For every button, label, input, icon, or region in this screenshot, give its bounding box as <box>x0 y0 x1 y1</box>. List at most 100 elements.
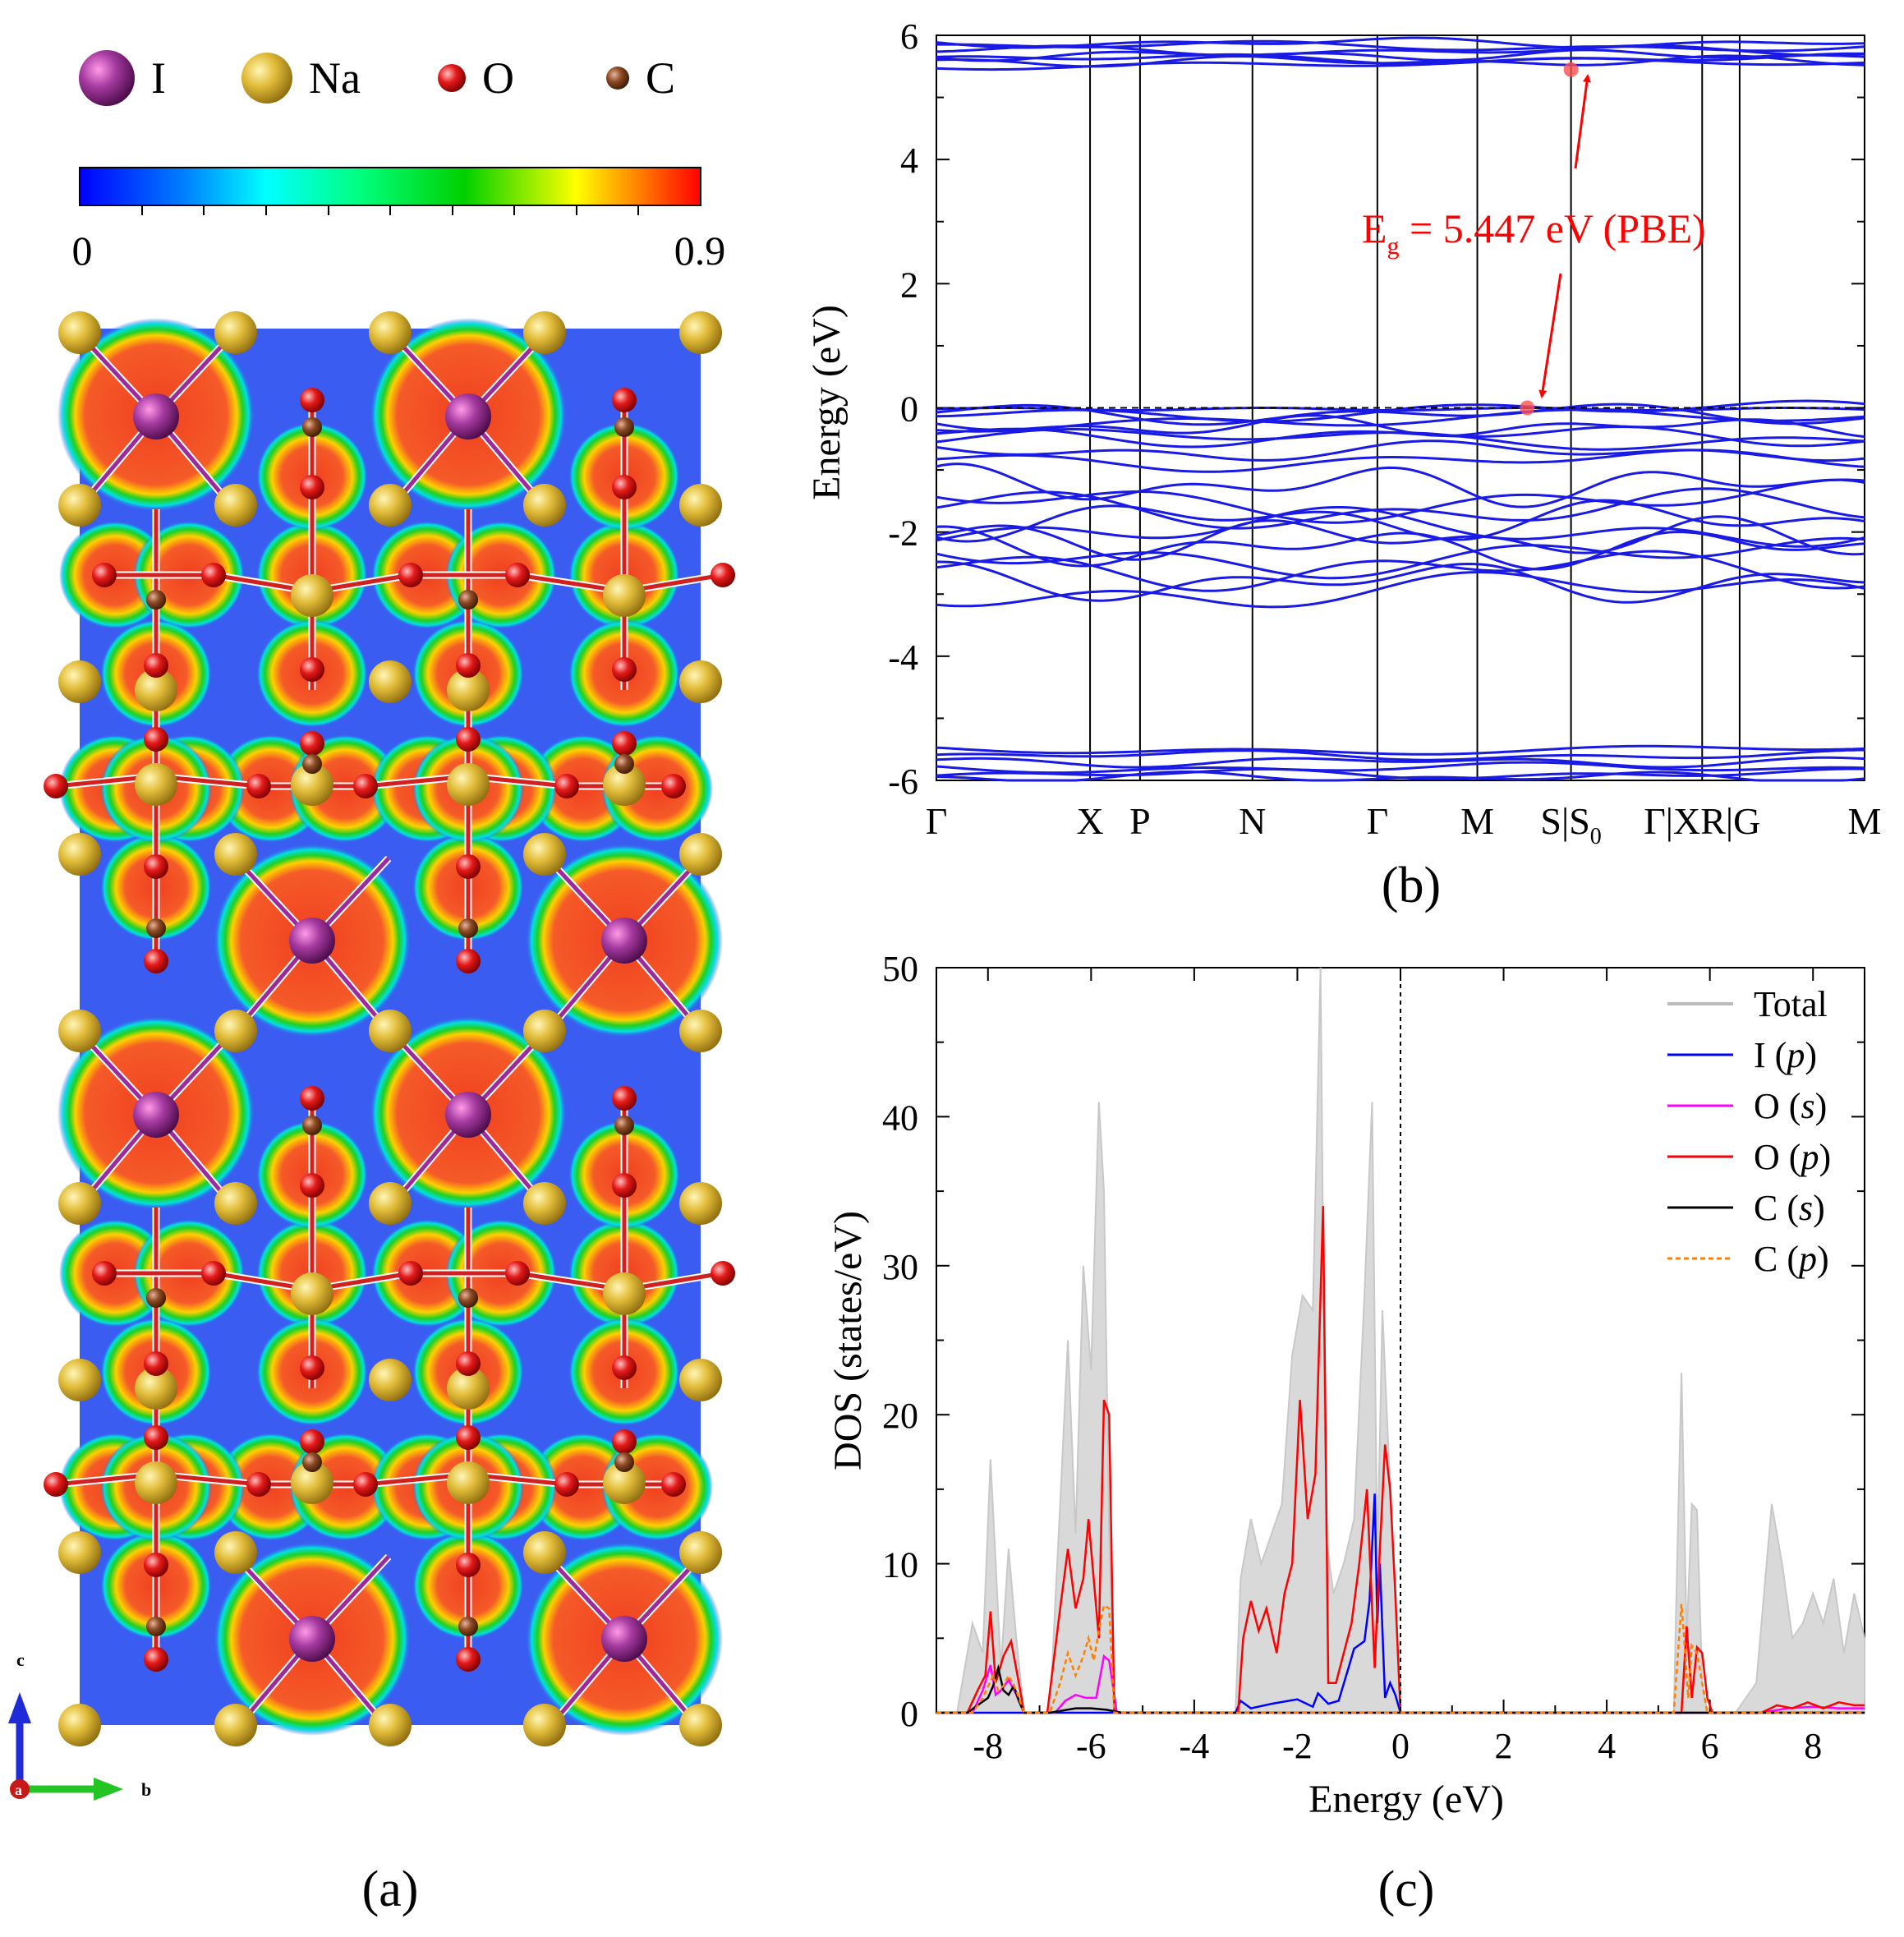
panel-a: I Na O C 0 0.9 c a <box>8 50 735 1917</box>
sodium-atom <box>679 660 722 703</box>
sodium-atom <box>291 1461 333 1504</box>
carbon-atom <box>302 417 322 437</box>
oxygen-atom <box>300 657 324 682</box>
dos-legend-label-tail: ) <box>1815 1086 1828 1126</box>
sodium-atom <box>58 833 101 876</box>
oxygen-atom <box>300 388 324 412</box>
oxygen-atom <box>554 774 579 798</box>
oxygen-atom <box>456 1425 481 1450</box>
band-y-tick-label: 2 <box>900 265 918 305</box>
sodium-atom <box>523 1704 566 1746</box>
band-line <box>936 761 1865 775</box>
axis-label-b: b <box>141 1779 151 1800</box>
sodium-atom <box>369 1704 412 1746</box>
kpoint-label-main: M <box>1460 800 1494 842</box>
dos-x-tick-label: -2 <box>1282 1726 1313 1766</box>
kpoint-label-main: M <box>1848 800 1882 842</box>
band-line <box>936 515 1865 561</box>
atom-spheres <box>44 311 735 1746</box>
oxygen-atom <box>353 1472 378 1497</box>
oxygen-atom <box>300 1429 324 1454</box>
oxygen-atom <box>201 563 226 587</box>
band-y-tick-label: -2 <box>888 513 918 554</box>
dos-legend-label-orbital: p <box>1784 1035 1805 1075</box>
carbon-atom <box>614 417 634 437</box>
oxygen-atom <box>711 1261 735 1286</box>
sodium-atom <box>214 1704 257 1746</box>
dos-x-tick-label: 0 <box>1391 1726 1410 1766</box>
dos-y-tick-label: 0 <box>900 1694 918 1734</box>
dos-y-tick-label: 50 <box>882 949 918 989</box>
sodium-atom <box>214 1531 257 1574</box>
carbon-atom <box>458 1288 478 1308</box>
kpoint-labels: Γ X P N Γ M S|S0 Γ|XR|G M <box>926 800 1882 849</box>
legend-label-i: I <box>151 53 166 103</box>
sodium-atom <box>214 1010 257 1052</box>
cbm-marker <box>1563 62 1579 77</box>
band-gap-sub: g <box>1387 232 1400 260</box>
band-line <box>936 744 1865 756</box>
sodium-atom <box>369 660 412 703</box>
oxygen-atom <box>44 1472 68 1497</box>
sodium-atom <box>603 1272 646 1315</box>
sodium-atom <box>291 763 333 806</box>
oxygen-atom <box>505 1261 530 1286</box>
colorbar-gradient <box>79 167 701 206</box>
sodium-atom <box>523 1010 566 1052</box>
oxygen-atom <box>144 1647 168 1672</box>
colorbar-min-label: 0 <box>72 228 93 274</box>
band-line <box>936 506 1865 548</box>
oxygen-atom <box>612 388 637 412</box>
dos-legend-label-tail: ) <box>1817 1239 1829 1279</box>
dos-legend-label-tail: ) <box>1813 1188 1825 1228</box>
sodium-atom <box>58 484 101 527</box>
kpoint-label-main: Γ|XR|G <box>1644 800 1760 842</box>
carbon-atom-icon <box>606 67 629 90</box>
band-line <box>936 560 1865 604</box>
sodium-atom <box>447 1367 490 1410</box>
sodium-atom <box>679 1531 722 1574</box>
carbon-atom <box>614 754 634 774</box>
sodium-atom <box>291 574 333 617</box>
band-line <box>936 571 1865 609</box>
band-line <box>936 403 1865 426</box>
kpoint-label-main: S|S <box>1540 800 1589 842</box>
band-line <box>936 748 1865 761</box>
oxygen-atom <box>456 727 481 752</box>
sodium-atom <box>58 1359 101 1401</box>
axis-label-c: c <box>16 1649 25 1670</box>
oxygen-atom <box>246 774 271 798</box>
sodium-atom <box>369 1359 412 1401</box>
sodium-atom <box>58 311 101 354</box>
dos-legend-label-orbital: s <box>1799 1188 1813 1228</box>
band-y-tick-label: -6 <box>888 761 918 802</box>
band-line <box>936 57 1865 71</box>
dos-x-tick-label: 8 <box>1804 1726 1822 1766</box>
colorbar-max-label: 0.9 <box>674 228 726 274</box>
band-line <box>936 414 1865 439</box>
dos-legend-label: I (p) <box>1754 1035 1817 1075</box>
iodine-atom <box>133 1092 179 1138</box>
band-gap-E: E <box>1362 205 1387 251</box>
sodium-atom <box>58 1182 101 1225</box>
band-line <box>936 462 1865 508</box>
oxygen-atom <box>92 1261 117 1286</box>
sodium-atom <box>523 1531 566 1574</box>
kpoint-label: Γ <box>926 800 948 842</box>
oxygen-atom <box>201 1261 226 1286</box>
oxygen-atom <box>300 1173 324 1198</box>
gap-arrow-down <box>1538 273 1562 398</box>
iodine-atom <box>445 393 491 439</box>
dos-x-ticks: -8 -6 -4 -2 0 2 4 6 8 <box>973 968 1865 1766</box>
oxygen-atom <box>398 563 423 587</box>
sodium-atom <box>603 763 646 806</box>
dos-legend-label: C (s) <box>1754 1188 1825 1228</box>
b-axis-arrow-icon <box>94 1778 123 1801</box>
dos-y-axis-label: DOS (states/eV) <box>826 1211 870 1470</box>
sodium-atom <box>679 833 722 876</box>
sodium-atom-icon <box>241 53 292 104</box>
sodium-atom <box>369 1182 412 1225</box>
sodium-atom <box>447 669 490 711</box>
band-gap-annotation: Eg = 5.447 eV (PBE) <box>1362 205 1706 260</box>
